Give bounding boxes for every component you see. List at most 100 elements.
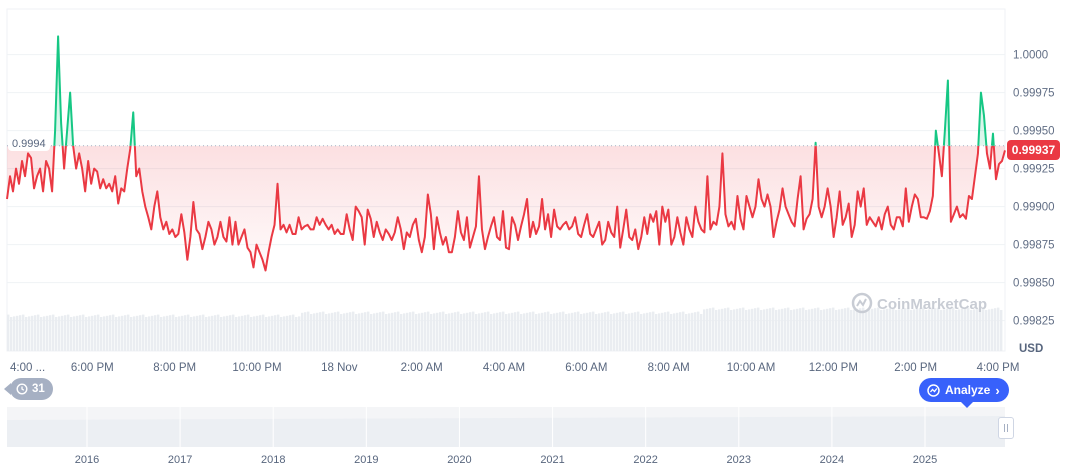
volume-bar: [412, 311, 415, 351]
volume-bar: [565, 314, 568, 351]
volume-bar: [148, 316, 151, 351]
volume-bar: [934, 308, 937, 351]
volume-bar: [97, 314, 100, 351]
volume-bar: [535, 314, 538, 351]
volume-bar: [250, 317, 253, 351]
x-tick-label: 8:00 PM: [153, 362, 196, 374]
volume-bar: [991, 308, 994, 351]
volume-bar: [367, 311, 370, 351]
volume-bar: [76, 315, 79, 351]
volume-bar: [319, 312, 322, 351]
volume-bar: [439, 312, 442, 351]
volume-bar: [598, 313, 601, 351]
history-count: 31: [32, 383, 45, 395]
current-price-badge: 0.99937: [1007, 140, 1060, 161]
volume-bar: [265, 317, 268, 351]
navigator-handle[interactable]: [998, 417, 1014, 439]
volume-bar: [808, 309, 811, 351]
volume-bar: [982, 307, 985, 351]
volume-bar: [778, 309, 781, 351]
volume-bar: [10, 317, 13, 351]
volume-bar: [667, 311, 670, 351]
volume-bar: [139, 315, 142, 351]
volume-bar: [34, 315, 37, 351]
volume-bar: [526, 312, 529, 351]
volume-bar: [400, 314, 403, 351]
volume-bar: [187, 314, 190, 351]
volume-bar: [691, 312, 694, 351]
volume-bar: [856, 308, 859, 351]
volume-bar: [28, 316, 31, 351]
y-axis: 1.0000 0.99975 0.99950 0.99925 0.99900 0.9987…: [1013, 50, 1055, 328]
x-axis: 4:00 ... 6:00 PM 8:00 PM 10:00 PM 18 Nov 2:00…: [10, 362, 1019, 374]
volume-bar: [337, 311, 340, 351]
volume-bar: [619, 312, 622, 351]
volume-bar: [514, 312, 517, 351]
volume-bar: [346, 312, 349, 351]
volume-bar: [268, 316, 271, 351]
volume-bar: [658, 313, 661, 351]
volume-bar: [877, 307, 880, 351]
volume-bar: [226, 315, 229, 351]
navigator-year-label: 2022: [633, 454, 657, 466]
volume-bar: [154, 315, 157, 351]
volume-bar: [178, 316, 181, 351]
volume-bar: [766, 308, 769, 351]
volume-bar: [151, 315, 154, 351]
x-tick-label: 10:00 AM: [727, 362, 776, 374]
volume-bar: [919, 308, 922, 351]
volume-bar: [886, 308, 889, 351]
volume-bar: [355, 314, 358, 351]
volume-bar: [475, 314, 478, 351]
volume-bar: [592, 311, 595, 351]
volume-bar: [109, 315, 112, 351]
volume-bar: [196, 315, 199, 351]
price-area: [7, 36, 1005, 271]
volume-bar: [955, 310, 958, 351]
currency-label: USD: [1019, 343, 1043, 355]
volume-bar: [379, 312, 382, 351]
volume-bar: [736, 308, 739, 351]
volume-bar: [952, 307, 955, 351]
volume-bar: [40, 317, 43, 351]
y-tick-label: 0.99950: [1013, 126, 1055, 138]
x-tick-label: 6:00 AM: [565, 362, 607, 374]
volume-bar: [43, 316, 46, 351]
volume-bar: [94, 315, 97, 351]
volume-bar: [490, 314, 493, 351]
navigator-year-label: 2018: [261, 454, 285, 466]
volume-bar: [283, 316, 286, 351]
volume-bar: [310, 314, 313, 351]
volume-bar: [628, 313, 631, 351]
volume-bar: [145, 317, 148, 351]
volume-bar: [643, 313, 646, 351]
volume-bar: [889, 308, 892, 351]
volume-bar: [739, 308, 742, 351]
volume-bar: [448, 313, 451, 351]
volume-bar: [826, 308, 829, 351]
volume-bar: [511, 312, 514, 351]
volume-bar: [580, 314, 583, 351]
volume-bar: [892, 307, 895, 351]
analyze-button[interactable]: Analyze ›: [919, 378, 1009, 408]
volume-bar: [538, 313, 541, 351]
volume-bar: [652, 311, 655, 351]
x-tick-label: 8:00 AM: [648, 362, 690, 374]
volume-bar: [637, 311, 640, 351]
volume-bar: [688, 313, 691, 351]
volume-bar: [712, 307, 715, 351]
volume-bar: [847, 307, 850, 351]
volume-bar: [925, 310, 928, 351]
volume-bar: [199, 315, 202, 351]
volume-bar: [844, 308, 847, 351]
volume-bar: [58, 316, 61, 351]
volume-bar: [859, 308, 862, 351]
volume-bar: [724, 308, 727, 351]
volume-bar: [280, 317, 283, 351]
volume-bar: [871, 308, 874, 351]
volume-bar: [706, 308, 709, 351]
volume-bar: [172, 314, 175, 351]
history-button[interactable]: 31: [4, 378, 53, 400]
volume-bar: [37, 314, 40, 351]
